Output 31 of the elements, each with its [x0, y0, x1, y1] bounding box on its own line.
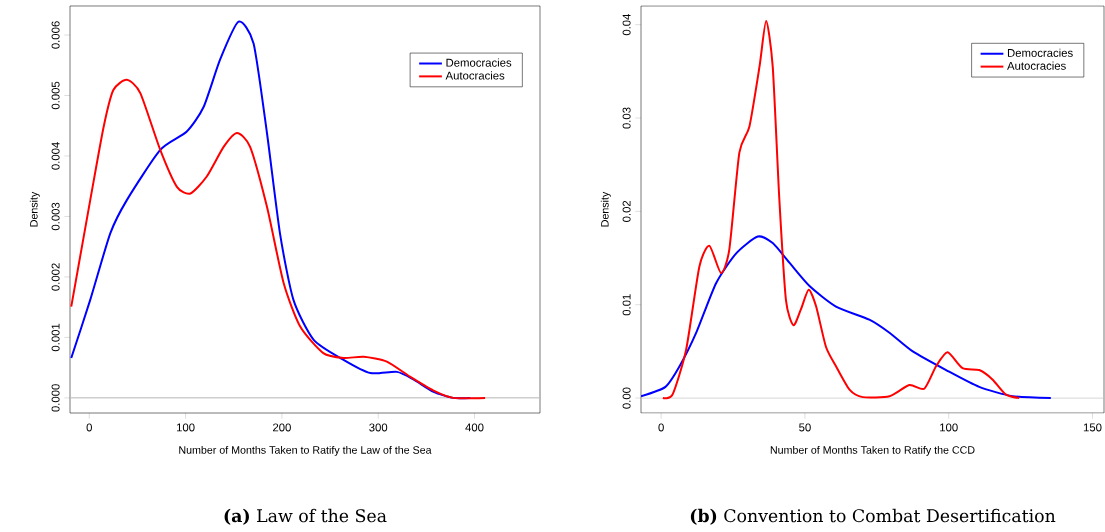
x-tick-label: 200 [273, 423, 291, 432]
x-tick-label: 100 [176, 423, 195, 432]
legend-label: Autocracies [1007, 61, 1066, 70]
legend-label: Autocracies [445, 71, 505, 80]
y-tick-label: 0.001 [51, 323, 60, 352]
y-tick-label: 0.003 [51, 202, 60, 231]
y-axis-title: Density [600, 191, 611, 227]
x-tick-label: 150 [1083, 423, 1102, 432]
x-tick-label: 400 [465, 423, 484, 432]
y-axis-title: Density [29, 191, 40, 227]
x-tick-label: 50 [799, 423, 811, 432]
legend-label: Democracies [1007, 48, 1073, 57]
y-tick-label: 0.04 [622, 13, 631, 36]
y-tick-label: 0.000 [51, 384, 60, 412]
y-tick-label: 0.02 [622, 200, 631, 222]
y-tick-label: 0.005 [51, 81, 60, 110]
y-tick-label: 0.03 [622, 107, 631, 129]
y-tick-label: 0.006 [51, 21, 60, 49]
y-tick-label: 0.004 [51, 142, 60, 170]
legend-label: Democracies [446, 58, 512, 67]
text: (a) Law of the Sea [224, 508, 387, 525]
y-tick-label: 0.01 [622, 294, 631, 316]
x-axis-title: Number of Months Taken to Ratify the Law of the Sea [179, 445, 432, 456]
y-tick-label: 0.002 [51, 263, 60, 291]
x-tick-label: 0 [658, 423, 664, 432]
x-tick-label: 0 [86, 423, 92, 432]
x-axis-title: Number of Months Taken to Ratify the CCD [770, 445, 975, 456]
x-tick-label: 300 [369, 423, 388, 432]
text: (b) Convention to Combat Desertification [690, 508, 1056, 525]
y-tick-label: 0.00 [622, 387, 631, 409]
x-tick-label: 100 [940, 423, 958, 432]
